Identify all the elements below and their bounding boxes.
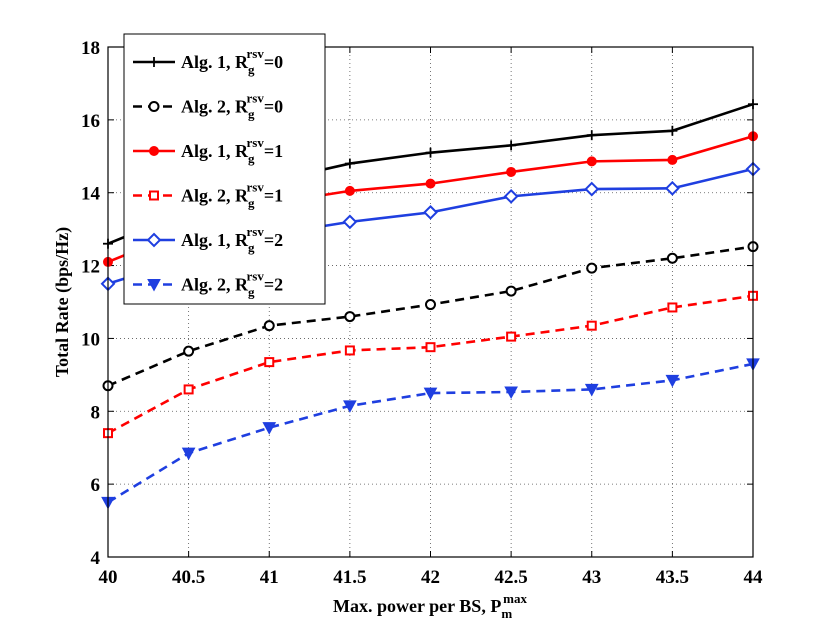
data-point-marker <box>506 140 517 151</box>
y-tick-label: 4 <box>91 548 101 569</box>
data-point-marker <box>584 181 600 197</box>
legend-entry-1: Alg. 1, Rgrsv=0 <box>133 46 283 77</box>
data-point-marker <box>666 252 678 264</box>
data-point-marker <box>149 146 159 156</box>
data-point-marker <box>584 383 599 397</box>
data-point-marker <box>149 57 159 67</box>
x-tick-label: 41.5 <box>333 567 366 588</box>
data-point-marker <box>425 299 436 311</box>
x-axis-label: Max. power per BS, Pmmax <box>333 591 528 621</box>
data-point-marker <box>344 311 356 323</box>
y-tick-label: 6 <box>91 475 101 496</box>
x-tick-label: 42.5 <box>495 567 528 588</box>
data-point-marker <box>262 422 277 435</box>
data-point-marker <box>425 147 436 158</box>
data-point-marker <box>504 386 518 400</box>
series-4 <box>103 290 758 439</box>
x-tick-label: 41 <box>260 567 279 588</box>
data-point-marker <box>586 320 597 331</box>
data-point-marker <box>344 185 355 196</box>
data-point-marker <box>586 156 597 167</box>
x-tick-label: 43.5 <box>656 567 689 588</box>
legend-entry-4: Alg. 2, Rgrsv=1 <box>133 180 283 211</box>
data-point-marker <box>664 180 680 196</box>
x-tick-label: 40.5 <box>172 567 205 588</box>
y-axis-label: Total Rate (bps/Hz) <box>52 227 73 377</box>
y-axis-ticks: 4 6 8 10 12 14 16 18 <box>81 38 753 569</box>
x-axis-label-sub: m <box>501 606 512 621</box>
x-tick-label: 40 <box>99 567 118 588</box>
legend-box <box>123 33 326 305</box>
x-axis-ticks: 40 40.5 41 41.5 42 42.5 43 43.5 44 <box>99 47 764 588</box>
x-tick-label: 43 <box>582 567 601 588</box>
data-point-marker <box>147 279 161 292</box>
x-axis-label-sup: max <box>503 591 527 606</box>
legend-label: Alg. 1, Rgrsv=0 <box>181 46 283 77</box>
data-point-marker <box>342 214 358 230</box>
data-point-marker <box>425 178 436 189</box>
series-line <box>107 362 754 504</box>
data-point-marker <box>149 190 159 201</box>
data-point-marker <box>183 345 195 357</box>
data-point-marker <box>506 331 517 342</box>
legend-entry-6: Alg. 2, Rgrsv=2 <box>133 269 283 300</box>
data-point-marker <box>344 345 355 356</box>
legend: Alg. 1, Rgrsv=0 Alg. 2, Rgrsv=0 Alg. 1, Rg… <box>123 33 326 305</box>
legend-label: Alg. 1, Rgrsv=2 <box>181 224 283 255</box>
legend-label: Alg. 2, Rgrsv=2 <box>181 269 283 300</box>
legend-entry-3: Alg. 1, Rgrsv=1 <box>133 135 283 166</box>
data-point-marker <box>423 387 438 401</box>
data-point-marker <box>263 320 275 332</box>
data-point-marker <box>264 357 275 368</box>
data-point-marker <box>506 166 517 177</box>
data-point-marker <box>343 400 357 413</box>
y-tick-label: 10 <box>81 329 100 350</box>
data-point-marker <box>667 125 678 136</box>
x-axis-label-main: Max. power per BS, P <box>333 596 501 616</box>
data-point-marker <box>148 101 160 112</box>
data-point-marker <box>425 342 436 353</box>
data-point-marker <box>665 374 680 388</box>
y-tick-label: 12 <box>81 257 100 278</box>
y-tick-label: 16 <box>81 111 100 132</box>
legend-label: Alg. 2, Rgrsv=0 <box>181 91 283 122</box>
data-point-marker <box>667 154 678 165</box>
data-point-marker <box>183 384 194 395</box>
legend-entry-2: Alg. 2, Rgrsv=0 <box>133 91 283 122</box>
x-tick-label: 42 <box>421 567 440 588</box>
data-point-marker <box>505 285 517 297</box>
legend-label: Alg. 1, Rgrsv=1 <box>181 135 283 166</box>
data-point-marker <box>181 447 196 461</box>
y-tick-label: 8 <box>91 402 101 423</box>
plot-frame <box>107 46 754 558</box>
x-tick-label: 44 <box>744 567 764 588</box>
data-point-marker <box>423 204 438 220</box>
data-point-marker <box>146 232 162 248</box>
y-tick-label: 14 <box>81 184 101 205</box>
data-point-marker <box>586 262 598 274</box>
data-point-marker <box>667 302 678 313</box>
y-tick-label: 18 <box>81 38 100 59</box>
legend-label: Alg. 2, Rgrsv=1 <box>181 180 283 211</box>
data-point-marker <box>586 130 597 141</box>
data-point-marker <box>503 188 519 204</box>
data-point-marker <box>344 158 355 169</box>
legend-entry-5: Alg. 1, Rgrsv=2 <box>133 224 283 255</box>
